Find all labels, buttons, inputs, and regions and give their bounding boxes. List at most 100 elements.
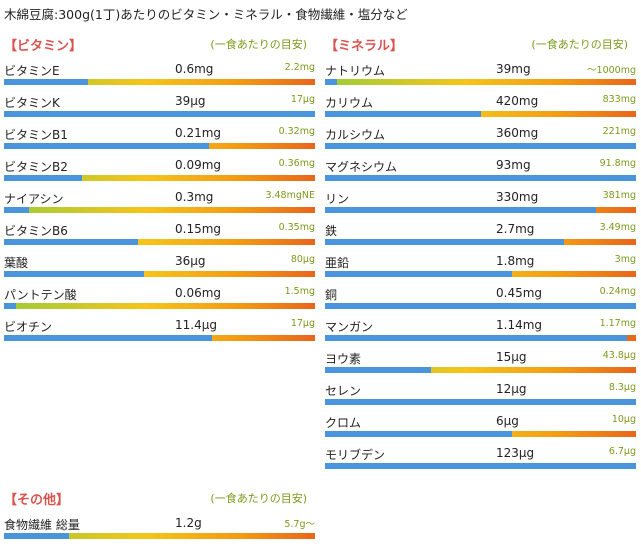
nutrient-target: 1.5mg	[284, 286, 315, 297]
nutrient-amount: 420mg	[496, 94, 539, 108]
nutrient-amount: 11.4μg	[175, 318, 217, 332]
nutrient-target: 43.8μg	[602, 350, 636, 361]
nutrient-bar	[325, 431, 636, 437]
nutrient-amount: 1.8mg	[496, 254, 535, 268]
nutrient-bar	[4, 175, 315, 181]
nutrient-bar-fill	[325, 175, 636, 181]
nutrient-row: ヨウ素 15μg 43.8μg	[325, 345, 636, 377]
nutrient-bar-fill	[4, 271, 144, 277]
minerals-header: 【ミネラル】 (一食あたりの目安)	[325, 35, 636, 57]
nutrient-row: ビオチン 11.4μg 17μg	[4, 313, 315, 345]
nutrient-name: 葉酸	[4, 256, 29, 270]
others-section: 【その他】 (一食あたりの目安) 食物繊維 総量 1.2g 5.7g〜	[4, 489, 315, 543]
nutrient-amount: 2.7mg	[496, 222, 535, 236]
nutrient-amount: 39μg	[175, 94, 206, 108]
nutrient-row: ビタミンK 39μg 17μg	[4, 89, 315, 121]
nutrient-bar-fill	[325, 303, 636, 309]
nutrient-row: 鉄 2.7mg 3.49mg	[325, 217, 636, 249]
nutrient-row: ナイアシン 0.3mg 3.48mgNE	[4, 185, 315, 217]
nutrient-bar	[4, 271, 315, 277]
nutrient-name: ビタミンK	[4, 96, 60, 110]
nutrient-bar	[325, 367, 636, 373]
nutrient-bar	[325, 207, 636, 213]
minerals-title: 【ミネラル】	[325, 39, 404, 54]
nutrient-name: マグネシウム	[325, 160, 398, 174]
nutrient-bar-fill	[325, 463, 636, 469]
nutrient-target: 17μg	[290, 94, 315, 105]
nutrient-bar-fill	[325, 207, 596, 213]
nutrient-target: 8.3μg	[608, 382, 636, 393]
nutrient-amount: 0.15mg	[175, 222, 222, 236]
nutrient-row: ビタミンB1 0.21mg 0.32mg	[4, 121, 315, 153]
nutrient-row: マグネシウム 93mg 91.8mg	[325, 153, 636, 185]
nutrient-name: リン	[325, 192, 350, 206]
nutrient-target: 833mg	[602, 94, 636, 105]
nutrient-name: カリウム	[325, 96, 374, 110]
nutrient-row: マンガン 1.14mg 1.17mg	[325, 313, 636, 345]
nutrient-amount: 6μg	[496, 414, 519, 428]
nutrient-target: 10μg	[611, 414, 636, 425]
nutrient-amount: 0.3mg	[175, 190, 214, 204]
nutrient-bar	[325, 79, 636, 85]
nutrient-bar-fill	[4, 239, 138, 245]
nutrient-bar	[4, 239, 315, 245]
nutrient-bar	[325, 399, 636, 405]
nutrient-amount: 0.45mg	[496, 286, 543, 300]
nutrient-name: ナイアシン	[4, 192, 64, 206]
nutrient-bar-fill	[4, 533, 70, 539]
nutrient-bar-fill	[4, 303, 17, 309]
nutrient-bar	[4, 111, 315, 117]
nutrient-name: クロム	[325, 416, 362, 430]
nutrient-bar-fill	[325, 111, 481, 117]
nutrient-bar	[4, 143, 315, 149]
nutrient-name: 鉄	[325, 224, 338, 238]
nutrient-bar-fill	[325, 335, 627, 341]
nutrient-amount: 12μg	[496, 382, 527, 396]
nutrient-row: 葉酸 36μg 80μg	[4, 249, 315, 281]
nutrient-row: 亜鉛 1.8mg 3mg	[325, 249, 636, 281]
nutrient-name: カルシウム	[325, 128, 386, 142]
nutrient-row: 食物繊維 総量 1.2g 5.7g〜	[4, 511, 315, 543]
nutrient-row: カリウム 420mg 833mg	[325, 89, 636, 121]
nutrient-amount: 36μg	[175, 254, 206, 268]
nutrient-name: 食物繊維 総量	[4, 518, 80, 532]
nutrient-amount: 15μg	[496, 350, 527, 364]
nutrient-bar-fill	[4, 335, 213, 341]
nutrient-amount: 39mg	[496, 62, 531, 76]
nutrient-bar	[4, 303, 315, 309]
nutrient-target: 3mg	[614, 254, 636, 265]
others-list: 食物繊維 総量 1.2g 5.7g〜	[4, 511, 315, 543]
nutrient-name: ビタミンB6	[4, 224, 68, 238]
nutrient-target: 〜1000mg	[587, 65, 636, 76]
nutrient-target: 221mg	[602, 126, 636, 137]
nutrient-bar	[325, 463, 636, 469]
nutrient-bar	[4, 79, 315, 85]
nutrient-bar	[325, 175, 636, 181]
nutrient-bar-fill	[325, 143, 636, 149]
nutrient-bar-fill	[325, 271, 512, 277]
vitamins-list: ビタミンE 0.6mg 2.2mg ビタミンK 39μg 17μg ビタミンB1 0.21mg…	[4, 57, 315, 345]
nutrient-row: ビタミンB2 0.09mg 0.36mg	[4, 153, 315, 185]
nutrient-amount: 330mg	[496, 190, 539, 204]
nutrient-bar-fill	[4, 143, 210, 149]
nutrient-row: カルシウム 360mg 221mg	[325, 121, 636, 153]
nutrient-bar	[325, 335, 636, 341]
nutrient-target: 0.32mg	[278, 126, 315, 137]
nutrient-row: 銅 0.45mg 0.24mg	[325, 281, 636, 313]
others-header: 【その他】 (一食あたりの目安)	[4, 489, 315, 511]
nutrient-bar-fill	[4, 175, 82, 181]
nutrient-amount: 93mg	[496, 158, 531, 172]
nutrient-name: 亜鉛	[325, 256, 350, 270]
nutrient-bar-fill	[4, 111, 315, 117]
nutrient-target: 2.2mg	[284, 62, 315, 73]
nutrient-amount: 360mg	[496, 126, 539, 140]
nutrient-target: 0.36mg	[278, 158, 315, 169]
page-title: 木綿豆腐:300g(1丁)あたりのビタミン・ミネラル・食物繊維・塩分など	[4, 7, 408, 22]
minerals-note: (一食あたりの目安)	[531, 38, 628, 51]
nutrient-bar	[4, 533, 315, 539]
nutrient-row: ビタミンB6 0.15mg 0.35mg	[4, 217, 315, 249]
nutrient-amount: 0.06mg	[175, 286, 222, 300]
nutrient-amount: 1.2g	[175, 516, 202, 530]
nutrient-name: ヨウ素	[325, 352, 362, 366]
nutrient-bar	[325, 143, 636, 149]
